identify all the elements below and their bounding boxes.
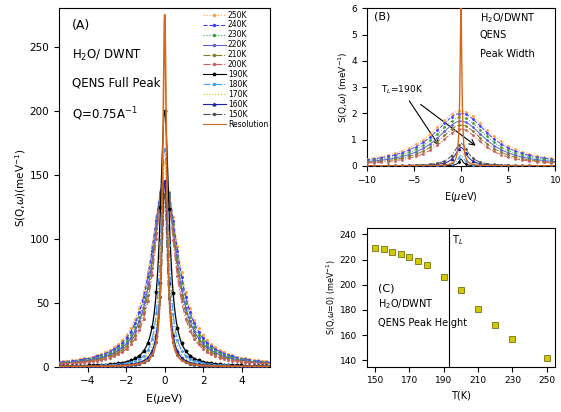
Point	[439, 274, 448, 281]
Text: (C): (C)	[378, 283, 394, 293]
Text: T$_L$=190K: T$_L$=190K	[381, 83, 438, 144]
Text: QENS: QENS	[480, 30, 507, 40]
Text: QENS Peak Height: QENS Peak Height	[378, 318, 467, 328]
Text: H$_2$O/DWNT: H$_2$O/DWNT	[378, 297, 433, 311]
Text: T$_L$: T$_L$	[452, 233, 463, 247]
Text: H$_2$O/DWNT: H$_2$O/DWNT	[480, 12, 535, 25]
Point	[379, 246, 388, 253]
Y-axis label: S(Q,$\omega$)(meV$^{-1}$): S(Q,$\omega$)(meV$^{-1}$)	[13, 148, 28, 227]
Legend: 250K, 240K, 230K, 220K, 210K, 200K, 190K, 180K, 170K, 160K, 150K, Resolution: 250K, 240K, 230K, 220K, 210K, 200K, 190K…	[202, 10, 269, 129]
Text: Peak Width: Peak Width	[480, 49, 535, 59]
Point	[422, 261, 431, 268]
Point	[491, 322, 500, 328]
Point	[457, 286, 466, 293]
Point	[508, 336, 517, 342]
Text: Q=0.75A$^{-1}$: Q=0.75A$^{-1}$	[72, 105, 137, 123]
Text: (A): (A)	[72, 19, 90, 32]
Point	[388, 249, 397, 255]
Y-axis label: S(Q,$\omega$=0) (meV$^{-1}$): S(Q,$\omega$=0) (meV$^{-1}$)	[325, 260, 338, 335]
Point	[473, 305, 482, 312]
Text: (B): (B)	[374, 12, 390, 21]
Text: QENS Full Peak: QENS Full Peak	[72, 76, 160, 89]
Point	[413, 258, 422, 264]
Point	[371, 245, 380, 251]
X-axis label: E($\mu$eV): E($\mu$eV)	[145, 392, 184, 406]
Point	[542, 355, 551, 361]
Y-axis label: S(Q,$\omega$) (meV$^{-1}$): S(Q,$\omega$) (meV$^{-1}$)	[336, 52, 350, 123]
X-axis label: E($\mu$eV): E($\mu$eV)	[444, 190, 478, 204]
X-axis label: T(K): T(K)	[451, 391, 471, 401]
Text: H$_2$O/ DWNT: H$_2$O/ DWNT	[72, 48, 142, 63]
Point	[405, 254, 414, 260]
Point	[397, 251, 406, 258]
